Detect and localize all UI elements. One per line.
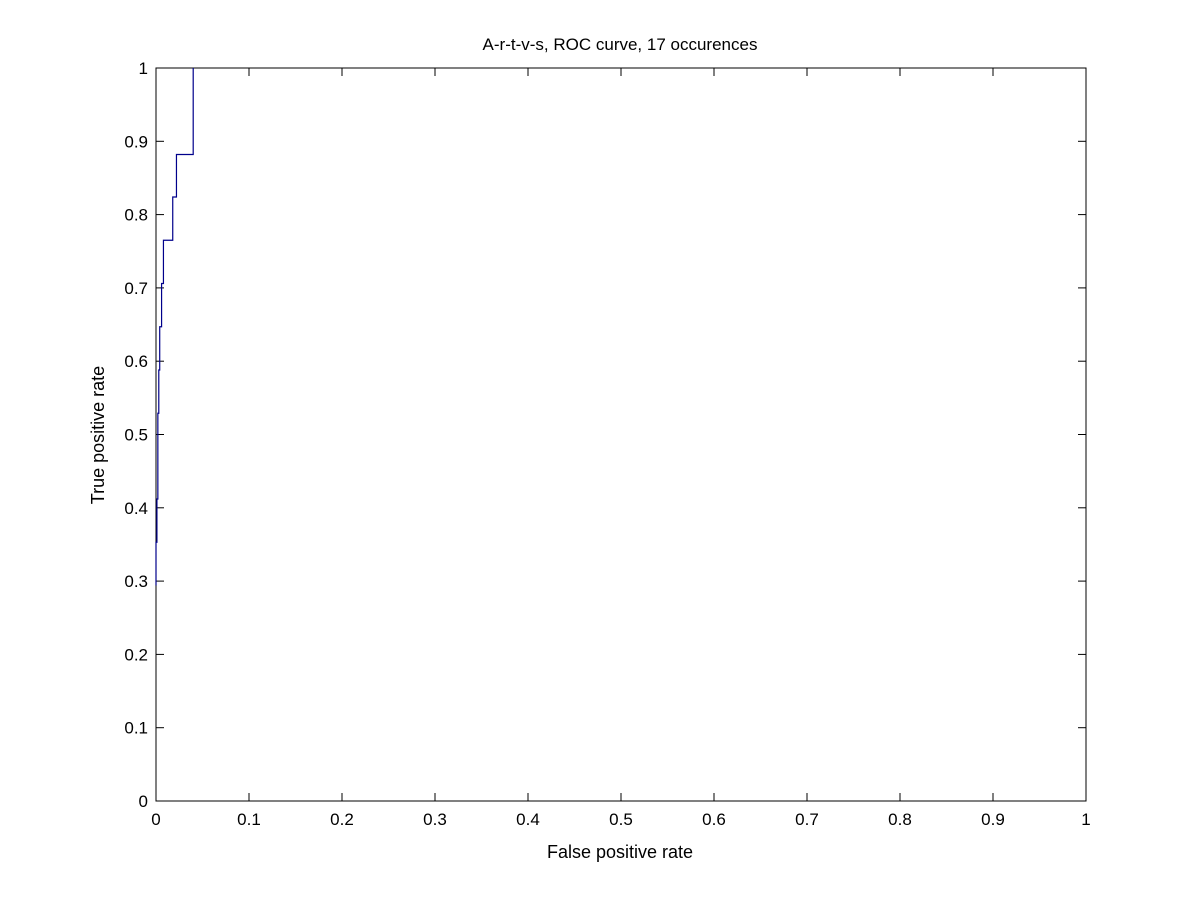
y-tick-label: 0.5 — [124, 426, 148, 445]
plot-area-frame — [155, 67, 1087, 802]
y-tick-label: 0.6 — [124, 352, 148, 371]
roc-curve-line — [155, 68, 194, 586]
x-tick-label: 0.6 — [702, 810, 726, 829]
y-tick-label: 0.4 — [124, 499, 148, 518]
x-axis-tick-labels: 0 0.1 0.2 0.3 0.4 0.5 0.6 0.7 0.8 0.9 1 — [151, 810, 1090, 829]
y-tick-label: 0.7 — [124, 279, 148, 298]
x-tick-label: 0.1 — [237, 810, 261, 829]
x-tick-label: 0.9 — [981, 810, 1005, 829]
x-tick-label: 0.3 — [423, 810, 447, 829]
y-axis-title: True positive rate — [88, 366, 108, 504]
x-tick-label: 0.4 — [516, 810, 540, 829]
x-tick-label: 0 — [151, 810, 160, 829]
x-tick-label: 0.7 — [795, 810, 819, 829]
x-tick-label: 0.5 — [609, 810, 633, 829]
y-tick-label: 0.8 — [124, 206, 148, 225]
y-tick-label: 0 — [139, 792, 148, 811]
roc-series — [155, 68, 194, 586]
chart-title: A-r-t-v-s, ROC curve, 17 occurences — [483, 35, 758, 54]
x-axis-title: False positive rate — [547, 842, 693, 862]
y-tick-label: 0.9 — [124, 132, 148, 151]
x-tick-label: 0.2 — [330, 810, 354, 829]
y-tick-label: 1 — [139, 59, 148, 78]
y-tick-label: 0.1 — [124, 719, 148, 738]
y-tick-label: 0.3 — [124, 572, 148, 591]
axis-ticks — [155, 67, 1087, 802]
y-tick-label: 0.2 — [124, 645, 148, 664]
x-tick-label: 1 — [1081, 810, 1090, 829]
y-axis-tick-labels: 0 0.1 0.2 0.3 0.4 0.5 0.6 0.7 0.8 0.9 1 — [124, 59, 148, 811]
x-tick-label: 0.8 — [888, 810, 912, 829]
